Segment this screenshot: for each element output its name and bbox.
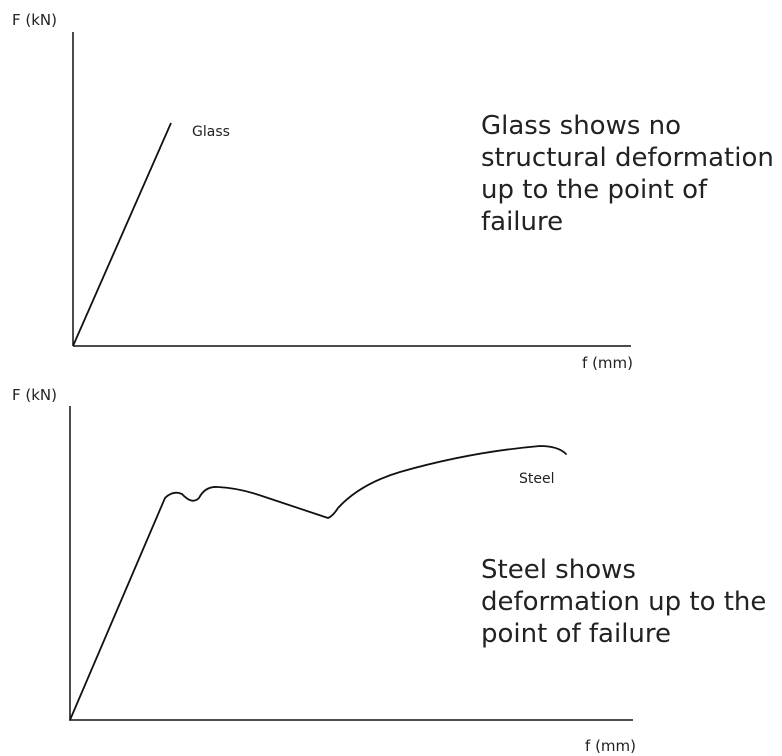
steel-x-axis-label: f (mm)	[585, 737, 636, 755]
glass-note-line-3: up to the point of	[481, 175, 708, 205]
glass-note-line-2: structural deformation	[481, 143, 774, 173]
steel-panel: F (kN) f (mm) Steel	[12, 386, 636, 755]
steel-y-axis-label: F (kN)	[12, 386, 57, 404]
glass-note: Glass shows no structural deformation up…	[481, 110, 774, 238]
glass-curve-label: Glass	[192, 124, 230, 140]
steel-note-line-2: deformation up to the	[481, 587, 767, 617]
glass-panel: F (kN) f (mm) Glass	[12, 11, 633, 372]
glass-note-line-1: Glass shows no	[481, 111, 682, 141]
glass-x-axis-label: f (mm)	[582, 354, 633, 372]
glass-note-line-4: failure	[481, 207, 564, 237]
steel-note: Steel shows deformation up to the point …	[481, 554, 766, 650]
steel-note-line-3: point of failure	[481, 619, 672, 649]
steel-note-line-1: Steel shows	[481, 555, 636, 585]
steel-curve-label: Steel	[519, 471, 555, 487]
glass-curve	[72, 122, 172, 347]
glass-y-axis-label: F (kN)	[12, 11, 57, 29]
steel-curve	[69, 445, 567, 721]
